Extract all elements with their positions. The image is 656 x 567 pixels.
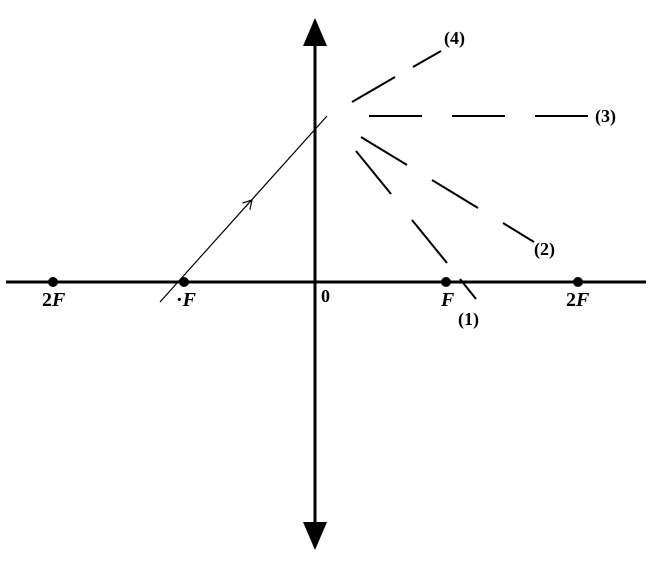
ray-label-ray3: (3) xyxy=(595,106,616,127)
focal-point-pos2F xyxy=(573,277,583,287)
ray-label-ray4: (4) xyxy=(444,28,465,49)
focal-point-neg2F xyxy=(48,277,58,287)
focal-label-negF: ·F xyxy=(176,289,197,311)
arrow-up-icon xyxy=(303,18,327,46)
ray-label-ray2: (2) xyxy=(534,239,555,260)
arrow-down-icon xyxy=(303,522,327,550)
origin-label: 0 xyxy=(321,286,330,306)
focal-label-pos2F: 2F xyxy=(566,289,590,311)
focal-point-posF xyxy=(441,277,451,287)
incident-ray xyxy=(160,116,327,302)
lens-ray-diagram: 0 2F ·F F 2F (1) (2) (3) (4) xyxy=(0,0,656,567)
refracted-ray1 xyxy=(356,151,476,299)
focal-label-posF: F xyxy=(440,289,455,311)
ray-label-ray1: (1) xyxy=(458,309,479,330)
refracted-ray4 xyxy=(352,51,441,102)
focal-label-neg2F: 2F xyxy=(42,289,66,311)
